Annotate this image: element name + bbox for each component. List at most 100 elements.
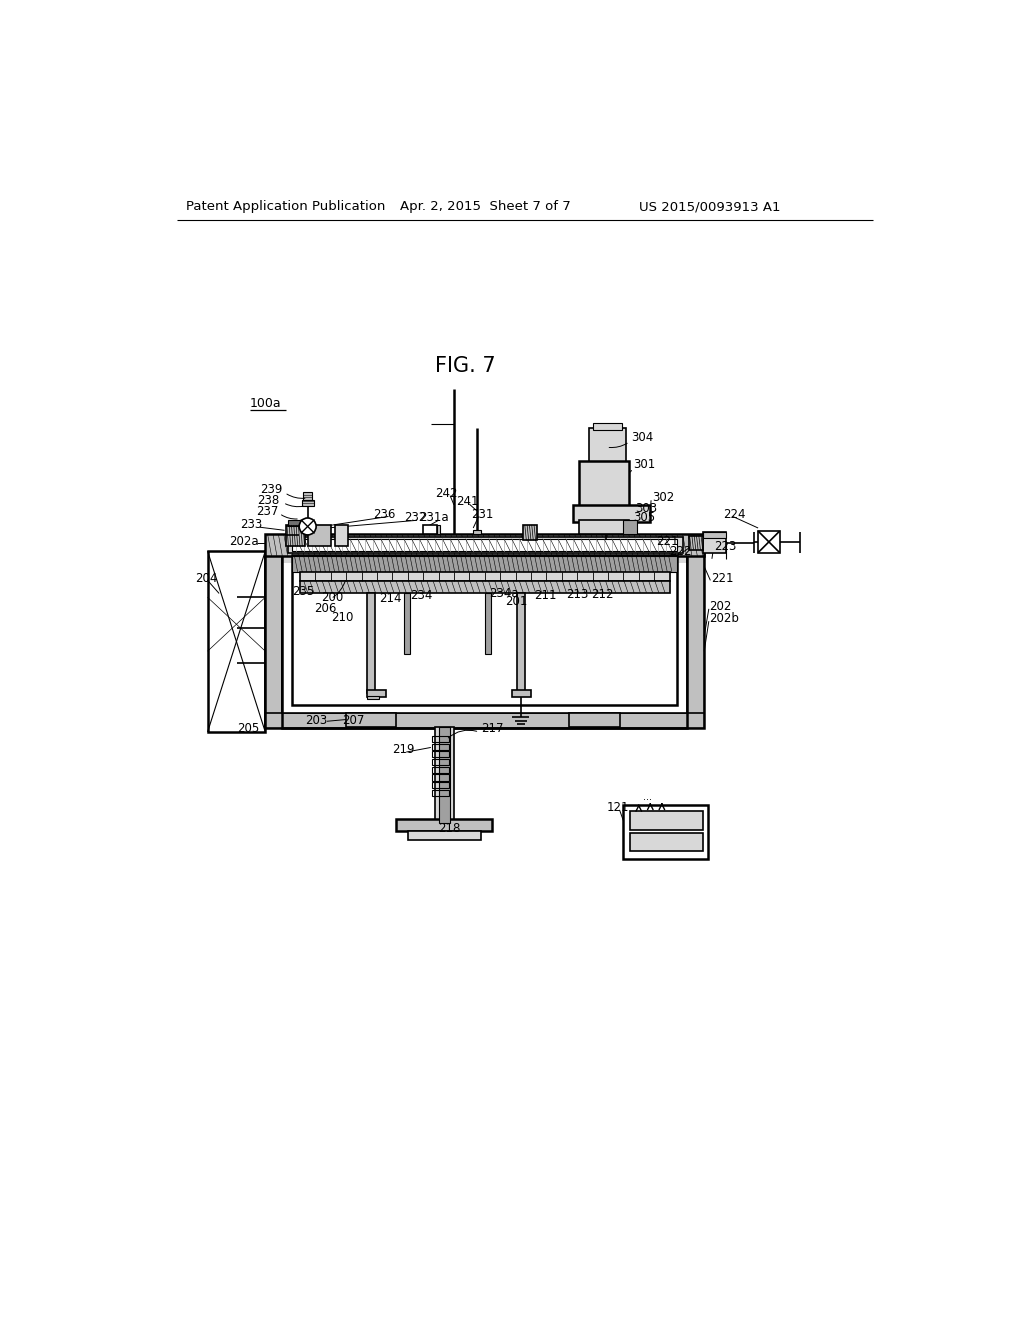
Text: US 2015/0093913 A1: US 2015/0093913 A1 [639,201,780,214]
Bar [689,536,702,549]
Bar [473,529,481,535]
Bar [432,767,450,774]
Bar [300,581,670,593]
Text: 202a: 202a [229,536,259,548]
Text: 210: 210 [331,611,353,624]
Text: 302: 302 [652,491,674,504]
Text: 121: 121 [606,801,629,814]
Bar [624,805,708,859]
Bar [432,751,450,758]
Bar [265,535,705,556]
Bar [283,562,687,713]
Bar [630,833,702,851]
Bar [367,696,379,700]
Text: 222: 222 [670,545,692,557]
Bar [517,593,525,693]
Bar [523,525,538,540]
Text: Apr. 2, 2015  Sheet 7 of 7: Apr. 2, 2015 Sheet 7 of 7 [400,201,570,214]
Bar [265,552,283,729]
Bar [432,743,450,750]
Text: 214: 214 [379,593,401,606]
Circle shape [299,517,316,535]
Text: FIG. 7: FIG. 7 [435,356,496,376]
Text: ...: ... [643,792,651,803]
Text: 204: 204 [196,572,218,585]
Text: 205: 205 [237,722,259,735]
Bar [292,539,677,552]
Text: 305: 305 [634,511,655,524]
Bar [432,789,450,796]
Bar [702,532,726,553]
Text: 241: 241 [457,495,479,508]
Bar [292,554,677,705]
Bar [438,726,451,822]
Bar [283,554,687,713]
Text: 221: 221 [711,572,733,585]
Bar [367,593,375,693]
Text: 223: 223 [714,540,736,553]
Text: 221: 221 [656,535,679,548]
Text: 233: 233 [240,519,262,532]
Text: 231: 231 [471,508,494,520]
Text: 234a: 234a [489,587,519,601]
Bar [335,525,348,546]
Bar [396,818,493,830]
Bar [300,572,670,581]
Bar [432,737,450,742]
Text: 212: 212 [591,587,613,601]
Bar [403,593,410,655]
Bar [289,537,683,553]
Bar [593,422,622,430]
Text: 206: 206 [313,602,336,615]
Text: 224: 224 [724,508,745,520]
Text: 211: 211 [535,589,556,602]
Text: 202: 202 [710,601,732,612]
Text: 304: 304 [631,430,653,444]
Bar [630,812,702,830]
Bar [367,689,386,697]
Bar [589,428,626,462]
Text: 236: 236 [373,508,395,520]
Text: 303: 303 [635,502,657,515]
Bar [702,532,726,539]
Bar [437,525,440,535]
Text: 207: 207 [342,714,365,727]
Text: 235: 235 [292,585,314,598]
Bar [408,830,481,840]
Text: 202b: 202b [710,612,739,626]
Text: 232: 232 [403,511,426,524]
Bar [579,520,629,535]
Text: 219: 219 [392,743,415,756]
Bar [569,713,620,726]
Bar [758,531,779,553]
Text: 239: 239 [260,483,283,496]
Text: 301: 301 [634,458,655,471]
Bar [208,552,265,733]
Text: 201: 201 [506,594,528,607]
Bar [579,461,629,506]
Bar [432,781,450,788]
Bar [435,726,454,822]
Bar [286,525,305,546]
Bar [292,557,677,572]
Bar [484,593,490,655]
Bar [307,525,331,546]
Bar [301,499,313,506]
Bar [432,775,450,780]
Bar [300,593,670,705]
Text: 231a: 231a [419,511,449,524]
Bar [289,520,304,527]
Text: 217: 217 [481,722,504,735]
Text: 234: 234 [410,589,432,602]
Text: 242: 242 [435,487,457,500]
Text: 203: 203 [305,714,328,727]
Text: 237: 237 [256,504,279,517]
Text: 213: 213 [566,587,589,601]
Bar [346,713,396,726]
Text: 218: 218 [438,822,461,834]
Bar [265,713,705,729]
Bar [283,552,687,729]
Bar [573,506,650,521]
Bar [624,520,637,535]
Bar [512,689,531,697]
